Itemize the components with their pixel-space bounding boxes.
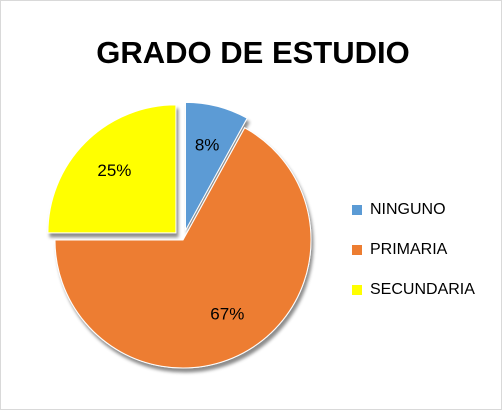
data-label: 8% bbox=[195, 135, 220, 154]
legend-label: PRIMARIA bbox=[370, 241, 448, 258]
data-label: 67% bbox=[210, 304, 244, 323]
legend-label: SECUNDARIA bbox=[370, 281, 475, 298]
pie-slice bbox=[54, 127, 312, 369]
pie bbox=[47, 101, 312, 369]
legend-swatch bbox=[352, 245, 362, 255]
legend-label: NINGUNO bbox=[370, 201, 446, 218]
data-label: 25% bbox=[97, 161, 131, 180]
labels: 8% 67% 25% bbox=[97, 135, 244, 323]
pie-slice bbox=[47, 104, 177, 234]
legend: NINGUNO PRIMARIA SECUNDARIA bbox=[352, 201, 475, 298]
pie-slice bbox=[184, 101, 248, 231]
legend-swatch bbox=[352, 285, 362, 295]
legend-swatch bbox=[352, 205, 362, 215]
chart-title: GRADO DE ESTUDIO bbox=[96, 35, 409, 70]
